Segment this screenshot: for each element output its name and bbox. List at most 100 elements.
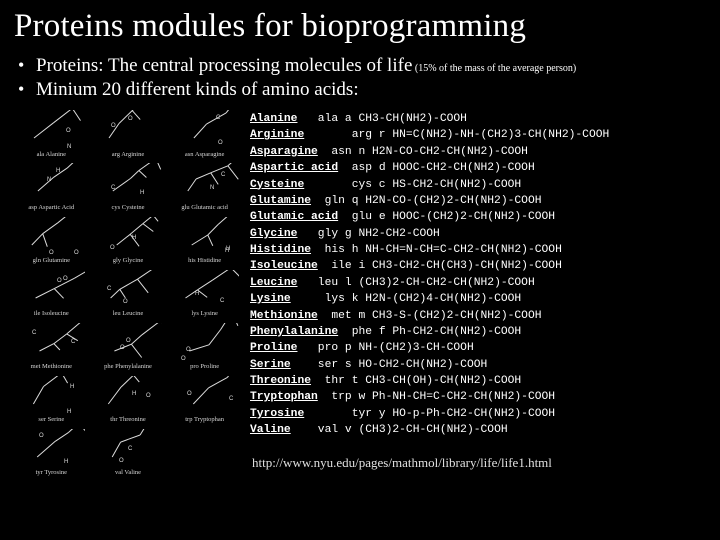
amino-acid-formula: glu e HOOC-(CH2)2-CH(NH2)-COOH [345,211,555,223]
structure-cell: CNglu Glutamic acid [167,162,242,213]
amino-acid-name: Aspartic acid [250,162,338,174]
molecule-icon: CO [171,109,239,152]
molecule-icon: ON [17,109,85,152]
bullet-1: Proteins: The central processing molecul… [14,55,706,77]
molecule-icon: CN [171,162,239,205]
amino-acid-row: Lysine lys k H2N-(CH2)4-CH(NH2)-COOH [250,291,609,307]
amino-acid-formula: tyr y HO-p-Ph-CH2-CH(NH2)-COOH [311,408,555,420]
molecule-icon: CH [94,162,162,205]
amino-acid-row: Phenylalanine phe f Ph-CH2-CH(NH2)-COOH [250,324,609,340]
amino-acid-name: Glycine [250,228,297,240]
slide-title: Proteins modules for bioprogramming [14,8,706,45]
amino-acid-row: Alanine ala a CH3-CH(NH2)-COOH [250,111,609,127]
svg-text:O: O [126,338,131,344]
structure-cell: CHlys Lysine [167,268,242,319]
amino-acid-name: Tyrosine [250,408,304,420]
amino-acid-formula: leu l (CH3)2-CH-CH2-CH(NH2)-COOH [304,277,535,289]
amino-acid-row: Proline pro p NH-(CH2)3-CH-COOH [250,340,609,356]
molecule-icon: CO [171,375,239,418]
amino-acid-formula: ser s HO-CH2-CH(NH2)-COOH [297,359,487,371]
structure-grid: ONala AlanineOOarg ArginineCOasn Asparag… [14,109,242,479]
svg-text:H: H [132,391,136,397]
amino-acid-row: Methionine met m CH3-S-(CH2)2-CH(NH2)-CO… [250,308,609,324]
amino-acid-name: Arginine [250,129,304,141]
structure-cell: NHasp Aspartic Acid [14,162,89,213]
structure-label: asn Asparagine [185,152,225,159]
structure-cell: COasn Asparagine [167,109,242,160]
amino-acid-name: Asparagine [250,146,318,158]
amino-acid-name: Proline [250,342,297,354]
svg-text:C: C [111,185,116,191]
svg-text:H: H [132,235,136,241]
content-row: ONala AlanineOOarg ArginineCOasn Asparag… [14,109,706,479]
amino-acid-row: Glutamic acid glu e HOOC-(CH2)2-CH(NH2)-… [250,209,609,225]
structure-label: pro Proline [190,364,219,371]
structure-label: phe Phenylalanine [104,364,152,371]
svg-text:O: O [187,391,192,397]
structure-cell [167,428,242,479]
amino-acid-formula: met m CH3-S-(CH2)2-CH(NH2)-COOH [325,310,542,322]
amino-acid-formula: his h NH-CH=N-CH=C-CH2-CH(NH2)-COOH [318,244,562,256]
structure-label: lys Lysine [191,311,218,318]
svg-text:H: H [140,190,144,196]
structure-label: ser Serine [38,417,64,424]
molecule-icon: OC [94,268,162,311]
svg-text:C: C [107,286,112,292]
amino-acid-name: Threonine [250,375,311,387]
svg-text:O: O [111,123,116,129]
svg-text:H: H [56,168,60,174]
svg-text:H: H [225,248,229,254]
structure-cell: HOgly Glycine [91,215,166,266]
svg-text:N: N [47,177,51,183]
svg-text:C: C [128,446,133,452]
structure-label: his Histidine [188,258,221,265]
molecule-icon: OO [17,268,85,311]
svg-text:O: O [128,116,133,122]
structure-cell: OOarg Arginine [91,109,166,160]
structure-label: asp Aspartic Acid [28,205,74,212]
amino-acid-row: Asparagine asn n H2N-CO-CH2-CH(NH2)-COOH [250,144,609,160]
amino-acid-row: Cysteine cys c HS-CH2-CH(NH2)-COOH [250,177,609,193]
amino-acid-row: Serine ser s HO-CH2-CH(NH2)-COOH [250,357,609,373]
molecule-icon: NH [17,162,85,205]
svg-text:H: H [195,291,199,297]
bullet-1-main: Proteins: The central processing molecul… [36,55,412,76]
amino-acid-name: Isoleucine [250,260,318,272]
structure-cell: OHtyr Tyrosine [14,428,89,479]
amino-acid-row: Tyrosine tyr y HO-p-Ph-CH2-CH(NH2)-COOH [250,406,609,422]
structure-cell: HHhis Histidine [167,215,242,266]
svg-text:O: O [110,245,115,251]
amino-acid-name: Glutamine [250,195,311,207]
svg-text:O: O [63,276,68,282]
structure-label: trp Tryptophan [185,417,224,424]
bullet-list: Proteins: The central processing molecul… [14,55,706,101]
svg-text:C: C [32,330,37,336]
amino-acid-name: Valine [250,424,291,436]
svg-text:O: O [146,393,151,399]
svg-text:O: O [186,347,191,353]
amino-acid-name: Tryptophan [250,391,318,403]
amino-acid-name: Cysteine [250,179,304,191]
amino-acid-row: Tryptophan trp w Ph-NH-CH=C-CH2-CH(NH2)-… [250,389,609,405]
amino-acid-formula: phe f Ph-CH2-CH(NH2)-COOH [345,326,521,338]
molecule-icon: CC [17,322,85,365]
molecule-icon: HH [17,375,85,418]
amino-acid-row: Glycine gly g NH2-CH2-COOH [250,226,609,242]
svg-text:H: H [70,384,74,390]
structure-label: val Valine [115,470,141,477]
source-url: http://www.nyu.edu/pages/mathmol/library… [252,455,609,471]
structure-label: ala Alanine [37,152,66,159]
svg-text:C: C [221,172,226,178]
amino-acid-row: Valine val v (CH3)2-CH-CH(NH2)-COOH [250,422,609,438]
svg-text:H: H [64,459,68,465]
amino-acid-formula: ile i CH3-CH2-CH(CH3)-CH(NH2)-COOH [325,260,562,272]
svg-text:O: O [66,128,71,134]
amino-acid-row: Leucine leu l (CH3)2-CH-CH2-CH(NH2)-COOH [250,275,609,291]
structure-label: cys Cysteine [111,205,144,212]
amino-acid-formula: asn n H2N-CO-CH2-CH(NH2)-COOH [325,146,528,158]
structure-label: glu Glutamic acid [181,205,228,212]
amino-acid-row: Aspartic acid asp d HOOC-CH2-CH(NH2)-COO… [250,160,609,176]
amino-acid-list: Alanine ala a CH3-CH(NH2)-COOH Arginine a… [250,109,609,439]
svg-text:C: C [229,396,234,402]
structure-cell: CHcys Cysteine [91,162,166,213]
